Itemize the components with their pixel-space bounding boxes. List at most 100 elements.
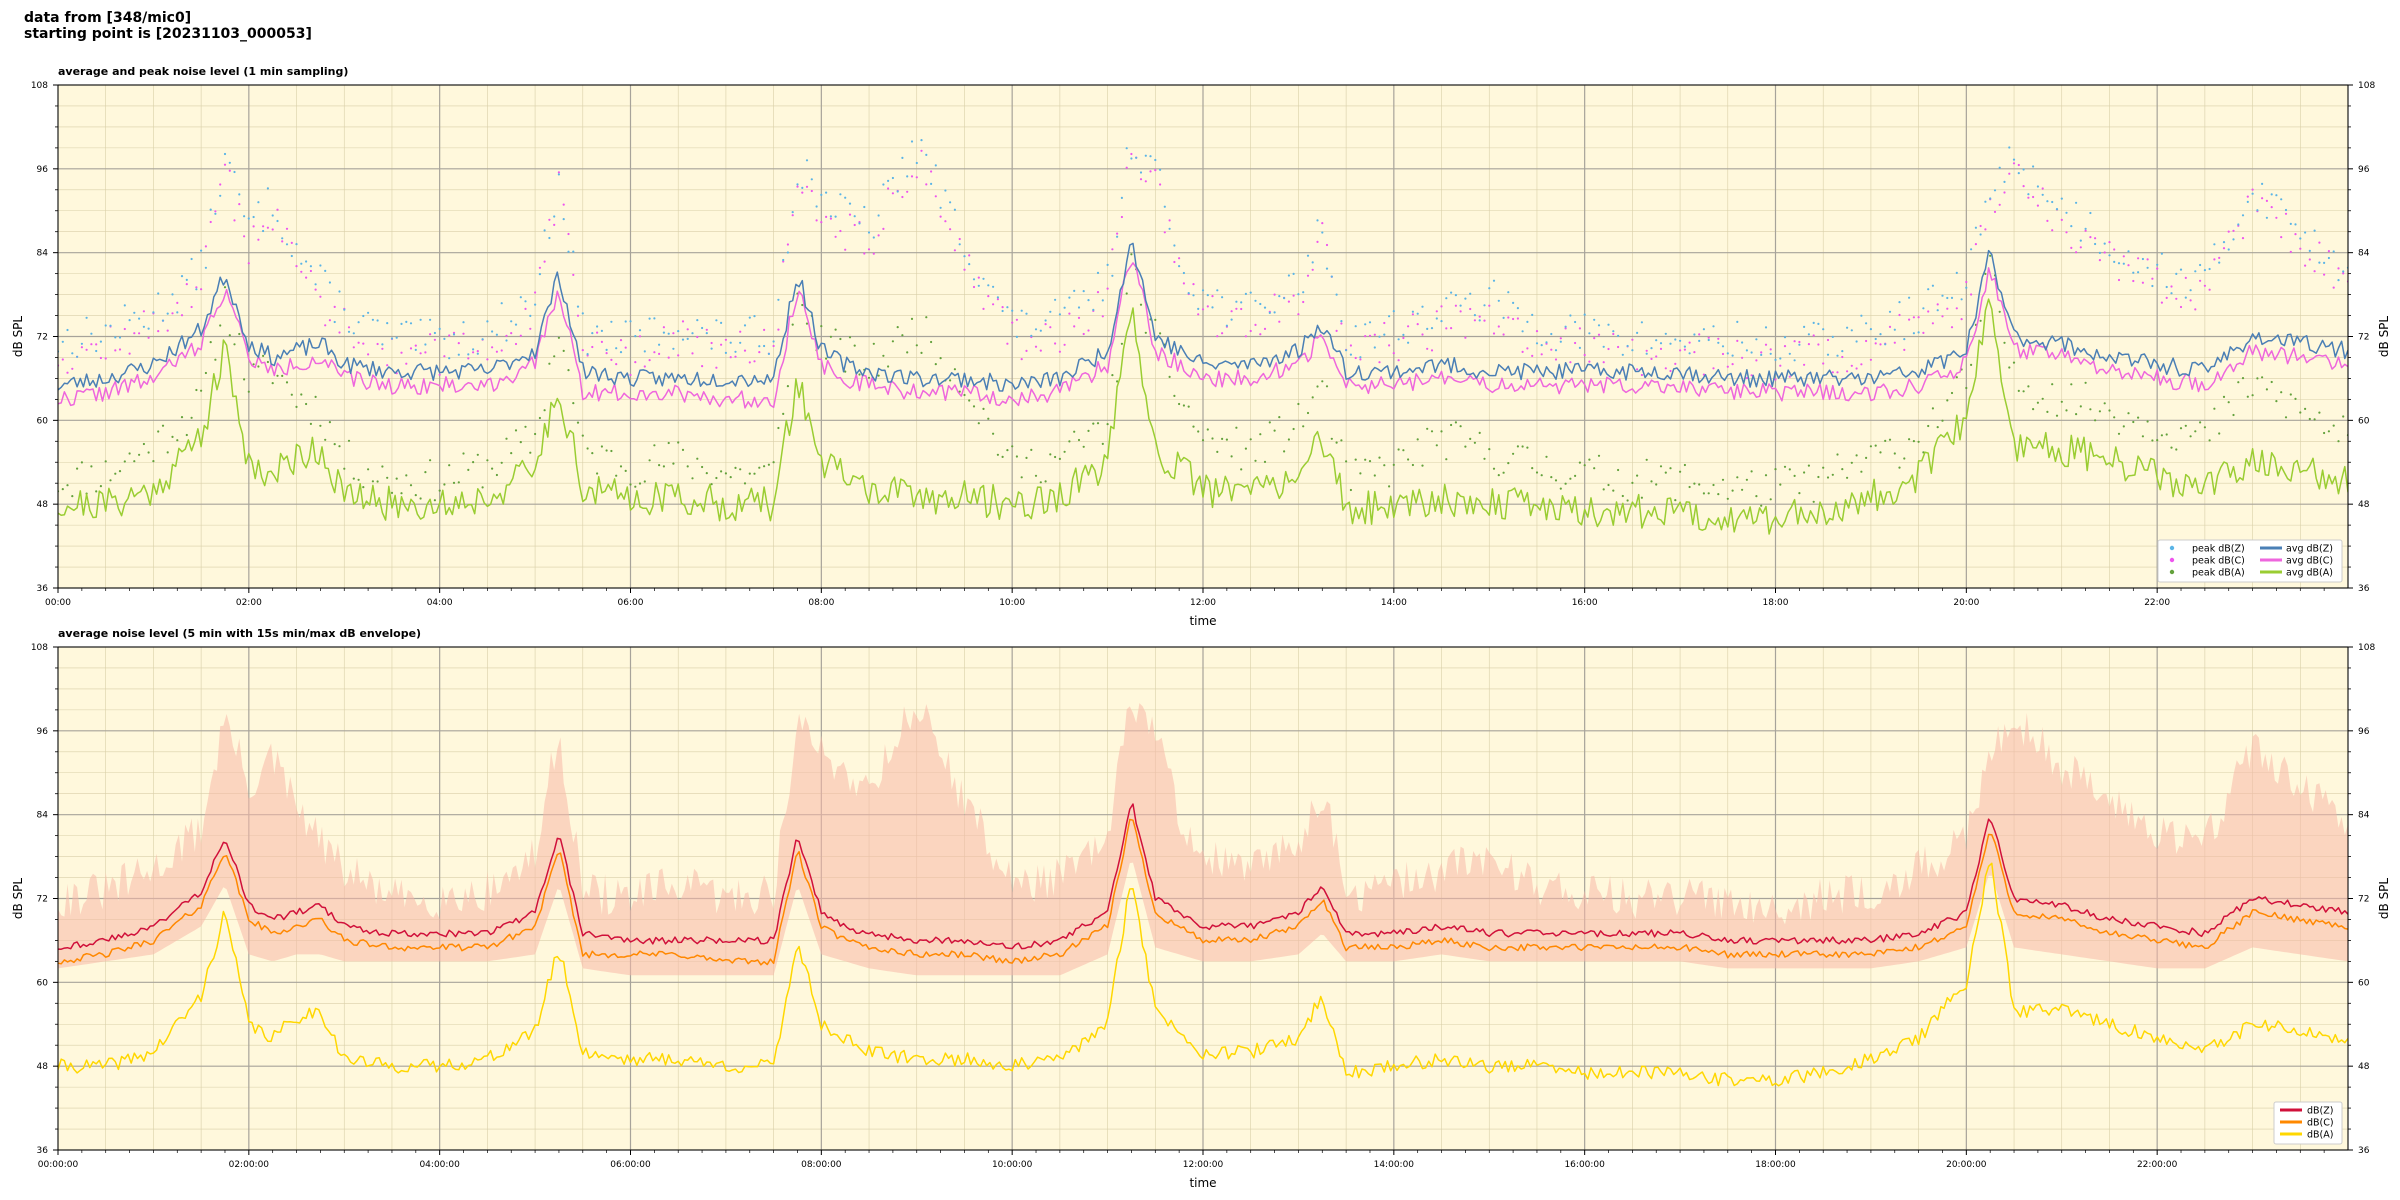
peak-dbz-scatter-point <box>305 260 308 263</box>
peak-dbz-scatter-point <box>1822 328 1825 331</box>
peak-dbc-scatter-point <box>939 215 942 218</box>
peak-dba-scatter-point <box>1531 467 1534 470</box>
peak-dbc-scatter-point <box>2337 267 2340 270</box>
peak-dba-scatter-point <box>1865 456 1868 459</box>
peak-dba-scatter-point <box>76 467 79 470</box>
x-tick-label: 12:00:00 <box>1183 1160 1224 1170</box>
peak-dba-scatter-point <box>658 464 661 467</box>
peak-dba-scatter-point <box>1416 438 1419 441</box>
peak-dba-scatter-point <box>1206 428 1209 431</box>
peak-dba-scatter-point <box>1020 476 1023 479</box>
peak-dbz-scatter-point <box>1741 341 1744 344</box>
peak-dba-scatter-point <box>2327 430 2330 433</box>
peak-dbz-scatter-point <box>1798 343 1801 346</box>
peak-dbc-scatter-point <box>2179 305 2183 309</box>
peak-dba-scatter-point <box>1898 466 1901 469</box>
peak-dbz-scatter-point <box>1593 318 1596 321</box>
peak-dba-scatter-point <box>710 483 713 486</box>
peak-dba-scatter-point <box>739 468 742 471</box>
peak-dbc-scatter-point <box>1459 310 1462 313</box>
peak-dbz-scatter-point <box>758 345 761 348</box>
peak-dbz-scatter-point <box>1368 321 1372 324</box>
peak-dbz-scatter-point <box>844 196 847 199</box>
peak-dbc-scatter-point <box>1769 348 1772 351</box>
peak-dba-scatter-point <box>1049 453 1052 456</box>
peak-dba-scatter-point <box>2332 424 2335 427</box>
peak-dbz-scatter-point <box>472 348 475 351</box>
peak-dbc-scatter-point <box>491 346 494 349</box>
peak-dbc-scatter-point <box>2022 185 2025 188</box>
peak-dba-scatter-point <box>271 382 274 385</box>
peak-dba-scatter-point <box>677 441 680 444</box>
peak-dba-scatter-point <box>1421 464 1424 467</box>
peak-dbz-scatter-point <box>672 347 675 350</box>
peak-dba-scatter-point <box>2323 431 2326 435</box>
peak-dbc-scatter-point <box>290 241 293 244</box>
x-tick-label: 16:00:00 <box>1564 1160 1605 1170</box>
peak-dba-scatter-point <box>243 378 246 381</box>
peak-dbz-scatter-point <box>1621 353 1624 356</box>
peak-dbc-scatter-point <box>2003 191 2006 194</box>
peak-dbc-scatter-point <box>1106 287 1109 290</box>
peak-dba-scatter-point <box>1225 438 1228 441</box>
peak-dbz-scatter-point <box>185 278 188 281</box>
peak-dbc-scatter-point <box>791 214 794 217</box>
peak-dba-scatter-point <box>629 483 632 486</box>
peak-dba-scatter-point <box>844 370 847 373</box>
peak-dba-scatter-point <box>2022 390 2025 393</box>
peak-dbz-scatter-point <box>1435 317 1438 320</box>
peak-dbc-scatter-point <box>1569 361 1572 364</box>
peak-dba-scatter-point <box>634 485 637 488</box>
peak-dba-scatter-point <box>820 325 823 328</box>
peak-dbc-scatter-point <box>90 343 93 346</box>
peak-dba-scatter-point <box>1082 445 1085 448</box>
peak-dbz-scatter-point <box>1617 334 1620 337</box>
peak-dba-scatter-point <box>1664 471 1667 474</box>
peak-dba-scatter-point <box>1826 476 1830 479</box>
peak-dbz-scatter-point <box>763 344 766 348</box>
peak-dbc-scatter-point <box>338 331 341 334</box>
peak-dbc-scatter-point <box>1726 365 1729 368</box>
peak-dbz-scatter-point <box>557 173 561 176</box>
legend-label: dB(Z) <box>2307 1106 2333 1117</box>
peak-dbz-scatter-point <box>805 159 809 162</box>
peak-dba-scatter-point <box>519 441 522 444</box>
peak-dba-scatter-point <box>1378 456 1381 459</box>
peak-dba-scatter-point <box>2036 401 2039 404</box>
peak-dbz-scatter-point <box>271 214 274 217</box>
peak-dba-scatter-point <box>1941 419 1944 422</box>
peak-dbc-scatter-point <box>1325 243 1329 247</box>
peak-dbc-scatter-point <box>624 346 627 349</box>
peak-dba-scatter-point <box>2012 361 2016 364</box>
peak-dbc-scatter-point <box>972 285 976 289</box>
peak-dbz-scatter-point <box>2098 251 2101 254</box>
peak-dbz-scatter-point <box>1364 323 1367 326</box>
peak-dba-scatter-point <box>1698 483 1701 486</box>
peak-dbz-scatter-point <box>1760 353 1763 356</box>
peak-dba-scatter-point <box>1034 474 1038 477</box>
peak-dba-scatter-point <box>2308 417 2311 421</box>
y-tick-label-right: 48 <box>2358 500 2370 510</box>
peak-dbz-scatter <box>58 139 2348 362</box>
peak-dbc-scatter-point <box>495 350 498 353</box>
legend-label: dB(A) <box>2307 1130 2333 1141</box>
peak-dbc-scatter-point <box>1364 335 1367 338</box>
peak-dba-scatter-point <box>1392 463 1395 466</box>
peak-dbz-scatter-point <box>1688 352 1691 355</box>
peak-dba-scatter-point <box>915 344 918 347</box>
peak-dbz-scatter-point <box>357 321 360 324</box>
peak-dbc-scatter-point <box>949 228 952 231</box>
peak-dbc-scatter-point <box>157 330 160 333</box>
peak-dba-scatter-point <box>1846 476 1849 479</box>
peak-dbz-scatter-point <box>1130 157 1133 160</box>
bottom-legend: dB(Z)dB(C)dB(A) <box>2273 1101 2343 1145</box>
peak-dba-scatter-point <box>643 480 646 483</box>
peak-dbc-scatter-point <box>829 217 833 220</box>
peak-dbz-scatter-point <box>1325 267 1329 270</box>
peak-dba-scatter-point <box>681 448 685 451</box>
peak-dbz-scatter-point <box>1182 271 1185 275</box>
peak-dbc-scatter-point <box>2332 286 2335 289</box>
peak-dbc-scatter-point <box>1011 321 1014 324</box>
peak-dbc-scatter-point <box>1741 356 1744 359</box>
peak-dbz-scatter-point <box>996 296 1000 299</box>
